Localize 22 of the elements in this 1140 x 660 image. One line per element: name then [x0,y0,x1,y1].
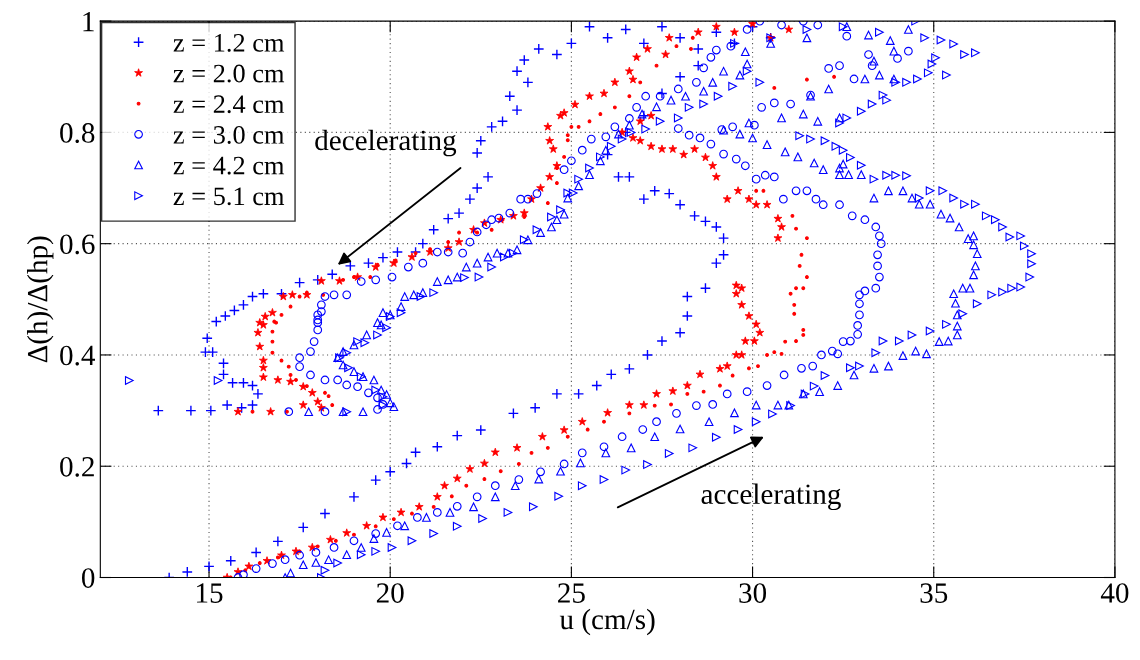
y-tick-label: 1 [83,11,94,32]
y-tick-label: 0.6 [60,234,95,255]
x-axis-title: u (cm/s) [559,608,655,636]
legend-label: z = 2.4 cm [173,95,285,114]
y-tick-label: 0.2 [60,456,94,477]
annotation: decelerating [315,129,457,157]
x-tick-label: 20 [376,583,404,603]
legend-label: z = 2.0 cm [173,64,285,83]
x-tick-label: 25 [558,583,585,603]
x-tick-label: 40 [1100,583,1129,603]
y-tick-label: 0 [81,568,95,588]
x-tick-label: 15 [197,583,223,603]
legend-label: z = 3.0 cm [173,125,285,144]
y-axis-title: Δ(h)/Δ(hp) [26,236,54,363]
y-tick-label: 0.8 [60,123,95,143]
annotation: accelerating [701,483,841,511]
legend-label: z = 5.1 cm [173,187,285,206]
legend-label: z = 4.2 cm [173,156,285,175]
y-tick-label: 0.4 [60,345,95,366]
x-tick-label: 30 [739,583,767,603]
x-tick-label: 35 [920,583,948,603]
legend-label: z = 1.2 cm [173,33,285,52]
